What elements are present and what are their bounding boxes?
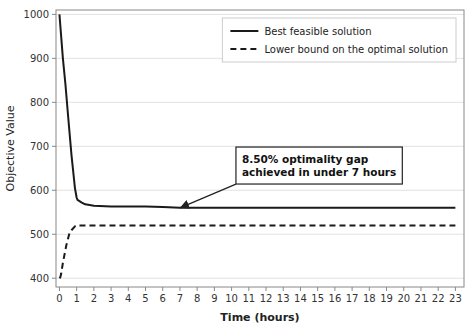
y-tick-label: 900 — [30, 53, 49, 64]
annotation-arrow — [180, 184, 236, 208]
x-tick-label: 7 — [177, 293, 183, 304]
x-tick-label: 8 — [194, 293, 200, 304]
chart-container: 4005006007008009001000012345678910111213… — [0, 0, 474, 327]
x-tick — [403, 287, 404, 291]
grid-line — [56, 190, 464, 191]
grid-line — [56, 278, 464, 279]
x-tick — [420, 287, 421, 291]
x-tick — [386, 287, 387, 291]
x-tick — [179, 287, 180, 291]
x-tick — [300, 287, 301, 291]
annotation-line: achieved in under 7 hours — [242, 166, 396, 178]
x-tick — [93, 287, 94, 291]
y-axis-label: Objective Value — [4, 105, 17, 191]
x-tick-label: 21 — [415, 293, 428, 304]
y-tick — [52, 102, 56, 103]
annotation-line: 8.50% optimality gap — [242, 153, 369, 165]
y-tick-label: 500 — [30, 229, 49, 240]
x-tick-label: 5 — [142, 293, 148, 304]
x-tick — [128, 287, 129, 291]
legend-label: Lower bound on the optimal solution — [264, 44, 448, 55]
x-tick — [266, 287, 267, 291]
x-tick-label: 0 — [56, 293, 62, 304]
legend-swatch — [230, 30, 258, 32]
x-tick — [438, 287, 439, 291]
x-tick — [352, 287, 353, 291]
x-tick — [162, 287, 163, 291]
plot-frame — [56, 10, 464, 287]
x-tick-label: 3 — [108, 293, 114, 304]
y-tick-label: 1000 — [24, 9, 49, 20]
x-tick — [111, 287, 112, 291]
x-tick — [59, 287, 60, 291]
y-tick — [52, 58, 56, 59]
x-tick — [369, 287, 370, 291]
x-tick-label: 15 — [311, 293, 324, 304]
x-tick — [231, 287, 232, 291]
x-tick-label: 11 — [242, 293, 255, 304]
annotation-box — [236, 147, 402, 184]
x-tick — [248, 287, 249, 291]
x-tick — [334, 287, 335, 291]
plot-lines — [59, 14, 455, 278]
x-tick-label: 16 — [329, 293, 342, 304]
grid-line — [56, 102, 464, 103]
y-tick-label: 700 — [30, 141, 49, 152]
x-tick-label: 17 — [346, 293, 359, 304]
grid-line — [56, 234, 464, 235]
y-tick — [52, 234, 56, 235]
x-tick-label: 20 — [397, 293, 410, 304]
x-tick-label: 6 — [160, 293, 166, 304]
grid-line — [56, 14, 464, 15]
chart: 4005006007008009001000012345678910111213… — [0, 0, 474, 327]
x-tick-label: 22 — [432, 293, 445, 304]
legend: Best feasible solution Lower bound on the… — [222, 18, 456, 62]
y-tick — [52, 14, 56, 15]
x-tick-label: 12 — [260, 293, 273, 304]
x-tick — [145, 287, 146, 291]
y-tick — [52, 190, 56, 191]
x-tick — [317, 287, 318, 291]
y-tick — [52, 146, 56, 147]
y-tick-label: 600 — [30, 185, 49, 196]
x-tick-label: 13 — [277, 293, 290, 304]
x-tick — [283, 287, 284, 291]
y-tick-label: 800 — [30, 97, 49, 108]
x-tick-label: 4 — [125, 293, 131, 304]
x-tick — [76, 287, 77, 291]
x-tick-label: 14 — [294, 293, 307, 304]
y-tick — [52, 278, 56, 279]
x-axis-label: Time (hours) — [220, 311, 299, 324]
series-line — [59, 225, 455, 278]
annotation-text: 8.50% optimality gapachieved in under 7 … — [242, 153, 396, 178]
x-tick-label: 19 — [380, 293, 393, 304]
y-tick-label: 400 — [30, 273, 49, 284]
x-tick-label: 10 — [225, 293, 238, 304]
x-tick-label: 9 — [211, 293, 217, 304]
legend-label: Best feasible solution — [264, 26, 371, 37]
x-tick-label: 23 — [449, 293, 462, 304]
x-tick — [455, 287, 456, 291]
x-tick — [197, 287, 198, 291]
legend-swatch — [230, 48, 258, 50]
series-line — [59, 14, 455, 207]
x-tick-label: 1 — [73, 293, 79, 304]
x-tick-label: 2 — [91, 293, 97, 304]
legend-box — [222, 18, 456, 62]
x-tick — [214, 287, 215, 291]
x-tick-label: 18 — [363, 293, 376, 304]
